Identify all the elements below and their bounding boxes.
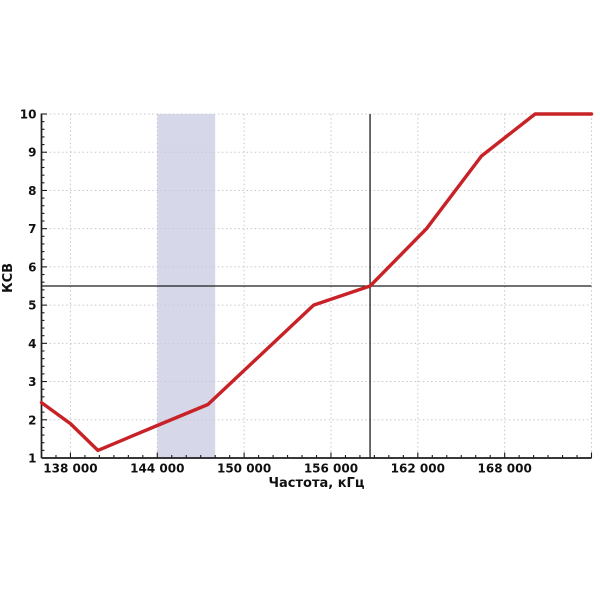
x-axis-title: Частота, кГц [269, 476, 365, 491]
plot-area: 138 000 144 000 150 000 156 000 162 000 168 0… [20, 108, 594, 476]
y-tick-label: 4 [28, 337, 36, 351]
y-tick-label: 5 [28, 299, 36, 313]
x-tick-label: 138 000 [43, 462, 97, 476]
y-tick-label: 10 [20, 108, 37, 122]
x-tick-label: 144 000 [130, 462, 184, 476]
y-tick-label: 3 [28, 375, 36, 389]
y-tick-label: 9 [28, 146, 36, 160]
x-tick-label: 150 000 [217, 462, 271, 476]
y-tick-label: 2 [28, 413, 36, 427]
y-tick-label: 7 [28, 222, 36, 236]
y-tick-label: 8 [28, 184, 36, 198]
x-tick-label: 168 000 [478, 462, 532, 476]
y-tick-label: 1 [28, 452, 36, 466]
x-tick-label: 156 000 [304, 462, 358, 476]
x-tick-label: 162 000 [391, 462, 445, 476]
y-tick-label: 6 [28, 260, 36, 274]
swr-curve [39, 112, 594, 453]
y-axis-title: КСВ [1, 263, 16, 293]
